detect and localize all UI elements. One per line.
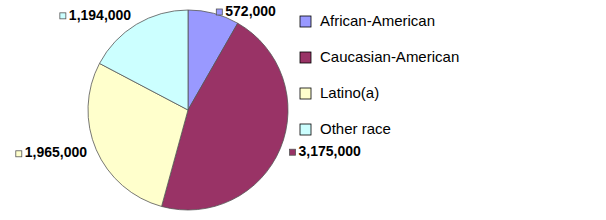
chart: 572,000 3,175,000 1,965,000 1,194,000 Africa… xyxy=(0,0,606,220)
legend-swatch xyxy=(300,16,311,27)
data-label-marker xyxy=(60,13,66,19)
legend-label: Caucasian-American xyxy=(320,48,459,65)
pie-slice xyxy=(100,10,188,110)
legend-label: Other race xyxy=(320,120,391,137)
data-label: 1,194,000 xyxy=(69,7,131,23)
data-label: 3,175,000 xyxy=(299,143,361,159)
data-label: 572,000 xyxy=(225,3,276,19)
legend-label: African-American xyxy=(320,12,435,29)
pie xyxy=(88,10,288,210)
legend-swatch xyxy=(300,88,311,99)
data-label-marker xyxy=(216,9,222,15)
legend-swatch xyxy=(300,124,311,135)
data-labels: 572,000 3,175,000 1,965,000 1,194,000 xyxy=(16,3,361,161)
data-label-marker xyxy=(290,149,296,155)
legend: African-American Caucasian-American Latino… xyxy=(300,12,459,137)
legend-swatch xyxy=(300,52,311,63)
data-label-marker xyxy=(16,151,22,157)
data-label: 1,965,000 xyxy=(25,144,87,160)
legend-label: Latino(a) xyxy=(320,84,379,101)
